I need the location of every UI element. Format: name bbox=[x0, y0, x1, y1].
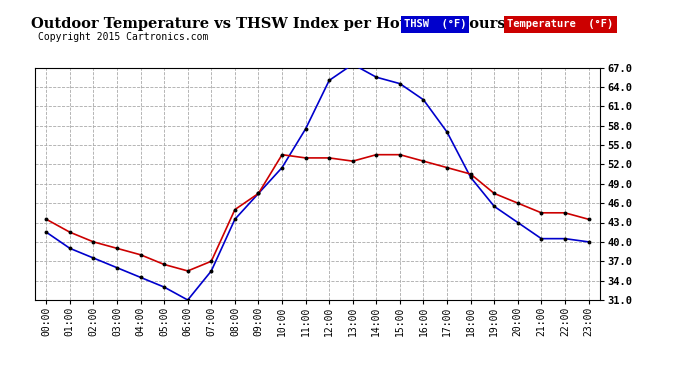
Point bbox=[64, 229, 75, 235]
Point bbox=[112, 265, 123, 271]
Point bbox=[371, 152, 382, 157]
Point bbox=[206, 268, 217, 274]
Point bbox=[489, 203, 500, 209]
Point bbox=[159, 261, 170, 267]
Point bbox=[324, 77, 335, 83]
Text: Outdoor Temperature vs THSW Index per Hour (24 Hours)  20150426: Outdoor Temperature vs THSW Index per Ho… bbox=[31, 17, 604, 31]
Point bbox=[324, 155, 335, 161]
Point bbox=[182, 268, 193, 274]
Point bbox=[253, 190, 264, 196]
Point bbox=[229, 216, 240, 222]
Point bbox=[182, 297, 193, 303]
Point bbox=[41, 216, 52, 222]
Point bbox=[560, 210, 571, 216]
Text: Copyright 2015 Cartronics.com: Copyright 2015 Cartronics.com bbox=[38, 32, 208, 42]
Point bbox=[253, 190, 264, 196]
Point bbox=[347, 158, 358, 164]
Point bbox=[88, 239, 99, 245]
Point bbox=[418, 158, 429, 164]
Point bbox=[442, 165, 453, 171]
Point bbox=[300, 155, 311, 161]
Point bbox=[41, 229, 52, 235]
Point bbox=[442, 129, 453, 135]
Point bbox=[465, 171, 476, 177]
Point bbox=[536, 210, 547, 216]
Point bbox=[395, 81, 406, 87]
Point bbox=[277, 152, 288, 157]
Point bbox=[277, 165, 288, 171]
Point bbox=[395, 152, 406, 157]
Point bbox=[371, 74, 382, 80]
Point bbox=[206, 258, 217, 264]
Point bbox=[583, 239, 594, 245]
Point bbox=[135, 274, 146, 280]
Point bbox=[135, 252, 146, 258]
Point bbox=[512, 219, 523, 225]
Point bbox=[300, 126, 311, 132]
Point bbox=[88, 255, 99, 261]
Point bbox=[560, 236, 571, 242]
Point bbox=[64, 245, 75, 251]
Point bbox=[112, 245, 123, 251]
Point bbox=[418, 97, 429, 103]
Text: THSW  (°F): THSW (°F) bbox=[404, 20, 466, 29]
Point bbox=[583, 216, 594, 222]
Point bbox=[536, 236, 547, 242]
Text: Temperature  (°F): Temperature (°F) bbox=[507, 20, 613, 29]
Point bbox=[347, 61, 358, 67]
Point bbox=[229, 207, 240, 213]
Point bbox=[512, 200, 523, 206]
Point bbox=[489, 190, 500, 196]
Point bbox=[159, 284, 170, 290]
Point bbox=[465, 174, 476, 180]
